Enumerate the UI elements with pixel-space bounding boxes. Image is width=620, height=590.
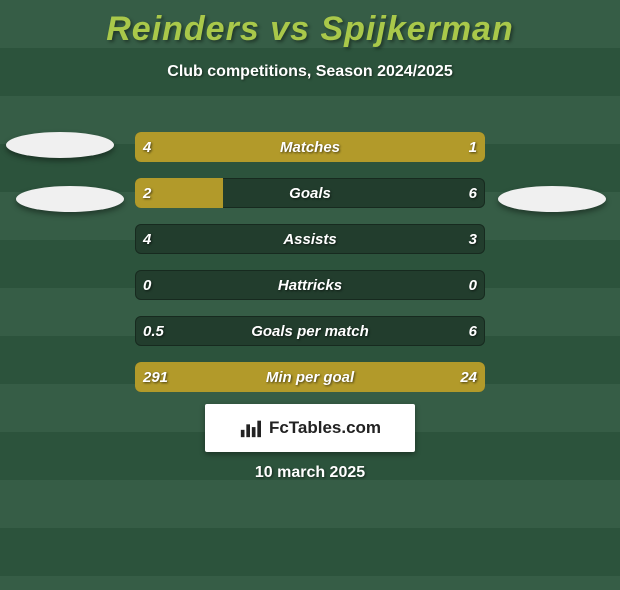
stat-row: 29124Min per goal xyxy=(135,362,485,392)
stat-label: Assists xyxy=(135,224,485,254)
stat-label: Goals xyxy=(135,178,485,208)
branding-text: FcTables.com xyxy=(269,418,381,438)
stat-label: Min per goal xyxy=(135,362,485,392)
stat-row: 00Hattricks xyxy=(135,270,485,300)
player-photo-left xyxy=(16,186,124,212)
bars-icon xyxy=(239,417,261,439)
stat-row: 41Matches xyxy=(135,132,485,162)
page-subtitle: Club competitions, Season 2024/2025 xyxy=(0,63,620,81)
stat-label: Hattricks xyxy=(135,270,485,300)
stat-row: 43Assists xyxy=(135,224,485,254)
branding-box: FcTables.com xyxy=(205,404,415,452)
stats-bars: 41Matches 26Goals 43Assists 00Hattricks 0.56… xyxy=(135,132,485,408)
date-text: 10 march 2025 xyxy=(0,464,620,482)
stat-label: Goals per match xyxy=(135,316,485,346)
player-photo-left xyxy=(6,132,114,158)
stat-row: 0.56Goals per match xyxy=(135,316,485,346)
stat-label: Matches xyxy=(135,132,485,162)
stat-row: 26Goals xyxy=(135,178,485,208)
page-title: Reinders vs Spijkerman xyxy=(0,10,620,49)
player-photo-right xyxy=(498,186,606,212)
